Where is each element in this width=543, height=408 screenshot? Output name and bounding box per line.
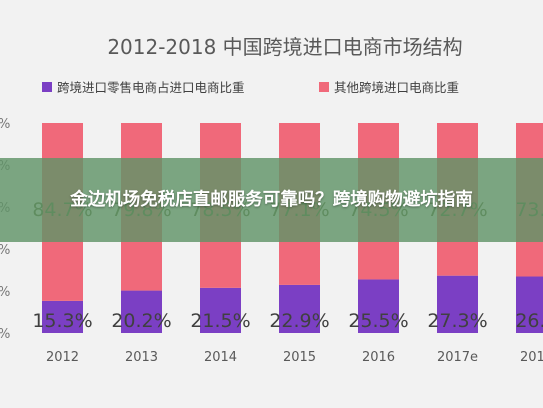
legend-label-other-share: 其他跨境进口电商比重 [334,80,459,95]
data-label-import-share: 25.5% [348,310,408,332]
data-label-import-share: 26.9 [515,310,543,332]
bar-import-share [437,275,478,333]
bar-import-share [279,284,320,333]
bar-import-share [42,300,83,333]
bar-import-share [121,290,162,333]
data-label-import-share: 20.2% [111,310,171,332]
chart-title: 2012-2018 中国跨境进口电商市场结构 [107,35,462,59]
x-axis-tick-labels: 2012 2013 2014 2015 2016 2017e 2018 [46,350,543,365]
y-axis-label: % [0,327,10,342]
data-label-import-share: 15.3% [32,310,92,332]
data-label-import-share: 27.3% [427,310,487,332]
y-axis-label: % [0,117,10,132]
legend-swatch-other-share [319,82,329,92]
legend-label-import-share: 跨境进口零售电商占进口电商比重 [57,80,245,95]
x-tick-label: 2015 [283,350,316,365]
y-axis-label: % [0,285,10,300]
bar-import-share [200,287,241,333]
data-label-import-share: 21.5% [190,310,250,332]
legend: 跨境进口零售电商占进口电商比重 其他跨境进口电商比重 [42,80,459,95]
x-tick-label: 2018 [520,350,543,365]
x-tick-label: 2013 [125,350,158,365]
headline-banner: 金边机场免税店直邮服务可靠吗？跨境购物避坑指南 [0,158,543,242]
legend-swatch-import-share [42,82,52,92]
x-tick-label: 2017e [437,350,478,365]
headline-text: 金边机场免税店直邮服务可靠吗？跨境购物避坑指南 [70,190,473,210]
x-tick-label: 2014 [204,350,237,365]
bar-import-share [358,279,399,333]
x-tick-label: 2012 [46,350,79,365]
bar-import-share [516,276,543,333]
x-tick-label: 2016 [362,350,395,365]
y-axis-label: % [0,243,10,258]
data-label-import-share: 22.9% [269,310,329,332]
